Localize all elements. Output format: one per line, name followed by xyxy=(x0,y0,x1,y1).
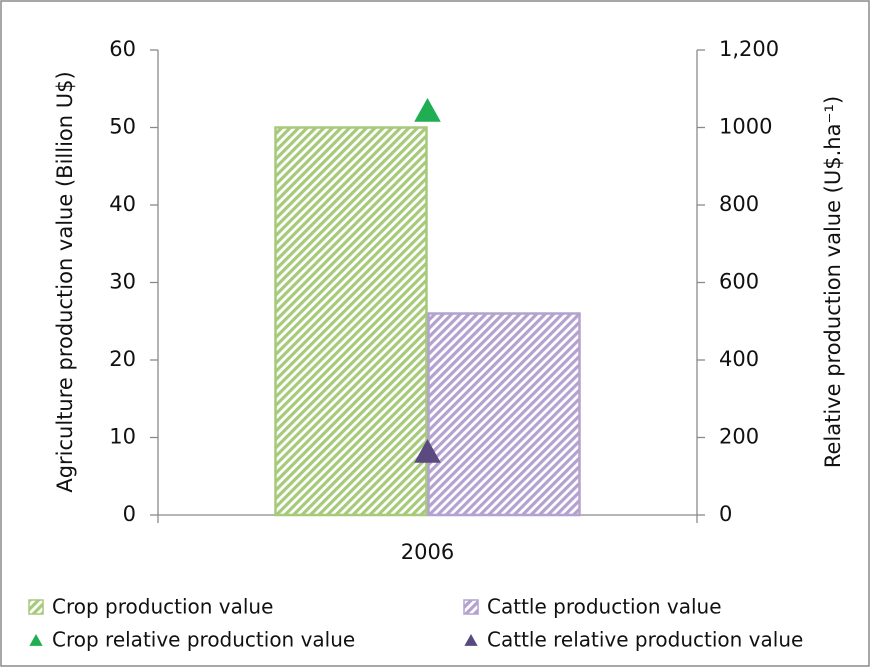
y2-tick-label: 1,200 xyxy=(719,37,779,61)
legend-label: Cattle relative production value xyxy=(487,628,803,652)
x-tick-label: 2006 xyxy=(401,540,454,564)
marker xyxy=(414,439,441,463)
y-tick-label: 40 xyxy=(109,192,136,216)
y2-tick-label: 200 xyxy=(719,425,759,449)
y2-tick-label: 600 xyxy=(719,270,759,294)
legend-swatch xyxy=(29,634,43,646)
legend-swatch xyxy=(28,599,44,615)
y2-axis-title: Relative production value (U$.ha⁻¹) xyxy=(821,96,845,468)
y-tick-label: 10 xyxy=(109,425,136,449)
y-axis-title: Agriculture production value (Billion U$… xyxy=(53,71,77,492)
legend-swatch xyxy=(463,599,479,615)
bar xyxy=(274,126,428,517)
legend-swatch xyxy=(464,634,478,646)
y-tick-label: 0 xyxy=(123,502,136,526)
y-tick-label: 30 xyxy=(109,270,136,294)
y-tick-label: 20 xyxy=(109,347,136,371)
legend-label: Cattle production value xyxy=(487,595,722,619)
y2-tick-label: 400 xyxy=(719,347,759,371)
y2-tick-label: 0 xyxy=(719,502,732,526)
legend-label: Crop production value xyxy=(52,595,273,619)
y-tick-label: 60 xyxy=(109,37,136,61)
y-tick-label: 50 xyxy=(109,115,136,139)
y2-tick-label: 800 xyxy=(719,192,759,216)
bar xyxy=(427,312,581,517)
marker xyxy=(414,98,441,122)
y2-tick-label: 1000 xyxy=(719,115,772,139)
legend-label: Crop relative production value xyxy=(52,628,355,652)
